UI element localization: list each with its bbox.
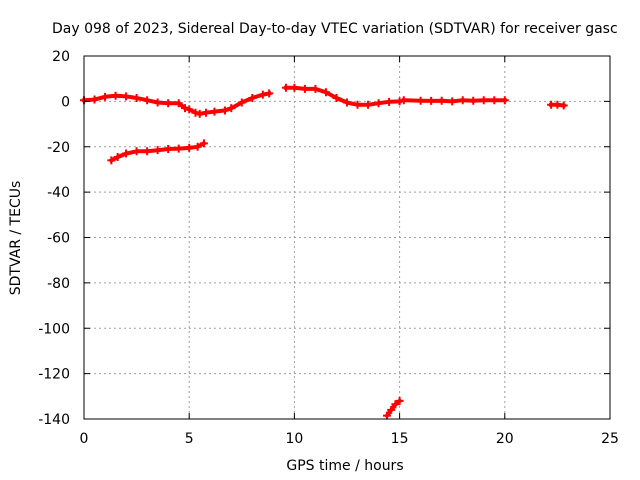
- series-arc-4: [399, 96, 509, 106]
- y-tick-label: -80: [47, 276, 70, 292]
- data-point: [195, 109, 204, 118]
- data-point: [185, 105, 194, 114]
- data-point: [122, 149, 131, 158]
- data-point: [427, 96, 436, 105]
- data-point: [258, 90, 267, 99]
- y-tick-label: 0: [61, 94, 70, 110]
- data-point: [385, 97, 394, 106]
- data-point: [265, 89, 274, 98]
- data-point: [448, 97, 457, 106]
- data-point: [343, 98, 351, 107]
- data-point: [191, 108, 200, 117]
- series-trace: [401, 98, 507, 104]
- data-point: [202, 108, 211, 117]
- data-point: [248, 93, 257, 102]
- data-point: [416, 96, 425, 105]
- data-point: [132, 147, 141, 156]
- data-point: [311, 84, 320, 93]
- data-point: [559, 101, 568, 110]
- data-point: [174, 144, 183, 153]
- x-tick-label: 25: [601, 431, 619, 447]
- data-point: [122, 92, 131, 101]
- x-tick-label: 10: [285, 431, 303, 447]
- data-point: [174, 99, 183, 108]
- data-point: [290, 83, 299, 92]
- y-tick-label: -20: [47, 140, 70, 156]
- axis-ticks: [83, 55, 611, 420]
- data-point: [199, 139, 208, 148]
- data-point: [193, 142, 202, 151]
- data-point: [107, 156, 116, 165]
- data-point: [220, 106, 229, 115]
- data-point: [132, 93, 141, 102]
- data-point: [90, 95, 99, 104]
- chart-title: Day 098 of 2023, Sidereal Day-to-day VTE…: [52, 21, 618, 37]
- data-point: [382, 411, 391, 420]
- tick-labels: 0 5 10 15 20 25 20 0 -20 -40 -60 -80 -100 -120 -140: [38, 49, 619, 447]
- data-point: [374, 99, 383, 108]
- data-point: [143, 147, 152, 156]
- data-point: [500, 96, 509, 105]
- data-point: [469, 96, 478, 105]
- data-point: [458, 96, 467, 105]
- y-axis-label: SDTVAR / TECUs: [8, 181, 24, 296]
- data-point: [180, 104, 189, 113]
- data-point: [364, 100, 373, 109]
- data-point: [353, 100, 362, 109]
- data-point: [164, 99, 173, 108]
- data-point: [321, 88, 330, 97]
- data-point: [391, 400, 400, 409]
- data-point: [237, 98, 246, 107]
- series-arc-6: [382, 396, 404, 420]
- data-point: [490, 96, 499, 105]
- y-tick-label: 20: [52, 49, 70, 65]
- x-tick-label: 20: [496, 431, 514, 447]
- series-arc-5: [547, 100, 568, 110]
- series-trace: [384, 398, 403, 419]
- x-tick-label: 5: [185, 431, 194, 447]
- series-arc-3: [281, 83, 404, 109]
- data-point: [185, 143, 194, 152]
- data-point: [143, 96, 152, 105]
- y-tick-label: -100: [38, 321, 70, 337]
- data-point: [111, 91, 120, 100]
- data-point: [113, 152, 122, 161]
- data-point: [227, 104, 236, 113]
- data-point: [387, 405, 396, 414]
- data-point: [210, 107, 219, 116]
- grid: [84, 56, 610, 419]
- data-point: [437, 96, 446, 105]
- y-tick-label: -60: [47, 231, 70, 247]
- data-point: [101, 92, 110, 101]
- x-axis-label: GPS time / hours: [286, 458, 403, 474]
- x-tick-label: 15: [391, 431, 409, 447]
- data-point: [399, 96, 408, 105]
- y-tick-label: -120: [38, 367, 70, 383]
- series-arc-2: [107, 139, 208, 165]
- data-point: [395, 396, 404, 405]
- data-point: [153, 146, 162, 155]
- data-point: [332, 93, 341, 102]
- data-point: [300, 84, 309, 93]
- data-series: [80, 83, 568, 420]
- y-tick-label: -140: [38, 412, 70, 428]
- data-point: [479, 96, 488, 105]
- data-point: [281, 83, 290, 92]
- y-tick-label: -40: [47, 185, 70, 201]
- data-point: [164, 145, 173, 154]
- data-point: [153, 98, 162, 107]
- x-tick-label: 0: [80, 431, 89, 447]
